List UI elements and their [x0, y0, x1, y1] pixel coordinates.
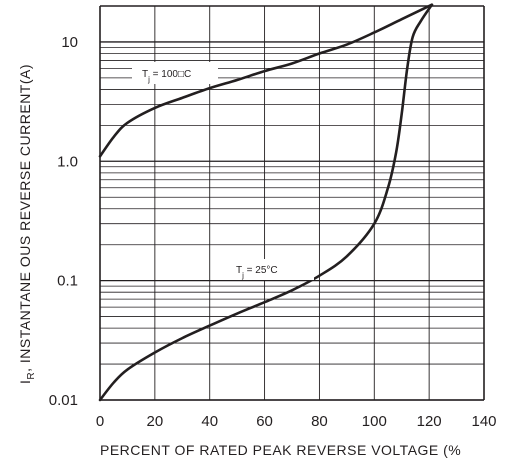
tick-labels: 0 20 40 60 80 100 120 140 10 1.0 0.1 0.01 [49, 34, 497, 430]
x-tick-label: 80 [311, 413, 328, 430]
curve-label-100-rest: = 100□C [150, 69, 191, 80]
x-axis-title: PERCENT OF RATED PEAK REVERSE VOLTAGE (% [100, 442, 461, 458]
x-tick-label: 140 [471, 413, 496, 430]
x-tick-label: 40 [201, 413, 218, 430]
curve-label-100-sub: j [147, 75, 150, 84]
x-tick-label: 60 [256, 413, 273, 430]
y-tick-label: 0.01 [49, 392, 78, 409]
x-tick-label: 120 [417, 413, 442, 430]
curve-label-25-main: T [236, 265, 242, 276]
y-axis-title-main: I [17, 380, 33, 384]
curve-label-25-rest: = 25°C [244, 265, 278, 276]
series-line-0 [98, 3, 434, 158]
curve-label-background-25 [226, 259, 314, 280]
curve-label-100-main: T [142, 69, 148, 80]
x-tick-label: 0 [96, 413, 104, 430]
curve-label-tj-100: Tj = 100□C [142, 69, 191, 84]
y-axis-title: IR, INSTANTANE OUS REVERSE CURRENT(A) [17, 64, 37, 384]
y-axis-title-rest: , INSTANTANE OUS REVERSE CURRENT(A) [17, 64, 33, 372]
y-tick-label: 0.1 [57, 273, 78, 290]
curve-label-background-100 [132, 62, 218, 84]
x-tick-label: 100 [362, 413, 387, 430]
curves [98, 3, 434, 402]
grid [99, 5, 485, 401]
y-axis-title-sub: R [26, 372, 37, 380]
y-tick-label: 10 [61, 34, 78, 51]
series-line-1 [98, 3, 434, 402]
curve-label-tj-25: Tj = 25°C [236, 265, 278, 280]
y-tick-label: 1.0 [57, 153, 78, 170]
curve-label-25-sub: j [241, 271, 244, 280]
x-tick-label: 20 [147, 413, 164, 430]
